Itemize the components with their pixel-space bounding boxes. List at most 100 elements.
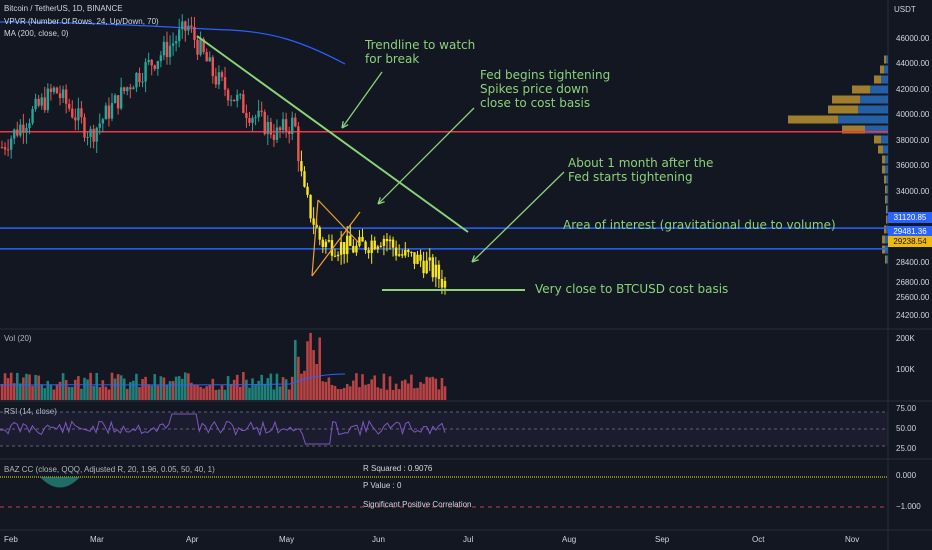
candle-body <box>153 65 156 69</box>
candle-body <box>168 45 172 58</box>
candle-body <box>327 240 331 242</box>
candle-body <box>251 118 254 123</box>
candle-body <box>135 72 138 88</box>
price-tick: 42000.00 <box>896 84 930 94</box>
volume-bar <box>413 388 416 400</box>
candle-body <box>211 57 215 77</box>
candle-body <box>0 147 4 149</box>
volume-bar <box>306 341 309 400</box>
volume-bar <box>129 382 132 400</box>
candle-body <box>184 21 187 31</box>
candle-body <box>174 41 178 44</box>
baz-r-squared: R Squared : 0.9076 <box>363 464 433 473</box>
volume-bar <box>239 386 242 400</box>
candle-body <box>425 260 428 274</box>
volume-bar <box>37 375 40 400</box>
candle-body <box>358 236 361 246</box>
volume-bar <box>281 377 285 400</box>
candle-body <box>126 87 129 92</box>
candle-body <box>71 108 74 118</box>
time-tick: Jun <box>372 535 385 544</box>
candle-body <box>110 103 114 119</box>
volume-bar <box>342 387 346 400</box>
volume-bar <box>248 387 251 400</box>
candle-body <box>242 94 245 113</box>
vpvr-bar-down <box>870 85 888 94</box>
volume-bar <box>58 381 62 400</box>
arrow-trendline-head <box>341 120 349 129</box>
vpvr-bar-down <box>858 105 888 114</box>
volume-tick-200k: 200K <box>896 334 915 343</box>
volume-bar <box>263 384 267 400</box>
candle-body <box>83 117 86 138</box>
rsi-tick-25: 25.00 <box>896 444 917 453</box>
volume-bar <box>361 374 364 400</box>
volume-bar <box>394 383 398 400</box>
candle-body <box>315 224 318 228</box>
volume-bar <box>184 372 187 400</box>
candle-body <box>196 39 199 55</box>
vpvr-bar-up <box>842 125 865 134</box>
volume-bar <box>15 372 19 400</box>
volume-bar <box>89 372 92 400</box>
volume-bar <box>235 374 239 400</box>
volume-bar <box>352 380 355 400</box>
volume-bar <box>101 380 105 400</box>
price-tick: 36000.00 <box>896 161 930 171</box>
volume-bar <box>397 389 401 400</box>
candle-body <box>352 245 355 253</box>
candle-body <box>278 127 282 130</box>
candle-body <box>107 105 111 119</box>
vpvr-bar-up <box>874 135 881 144</box>
price-tag: 29481.36 <box>888 226 932 237</box>
time-tick: Apr <box>186 535 199 544</box>
volume-bar <box>168 381 172 400</box>
candle-body <box>303 171 306 187</box>
volume-bar <box>348 386 352 400</box>
candle-body <box>178 29 181 42</box>
candle-body <box>413 252 416 264</box>
vpvr-bar-down <box>886 55 888 64</box>
volume-bar <box>208 385 212 400</box>
volume-bar <box>214 389 218 400</box>
volume-bar <box>315 364 318 400</box>
candle-body <box>281 119 285 130</box>
candle-body <box>28 123 31 128</box>
candle-body <box>150 59 153 66</box>
candle-body <box>370 240 373 253</box>
volume-bar <box>419 382 422 400</box>
vpvr-bar-up <box>788 115 838 124</box>
candle-body <box>361 236 364 242</box>
candle-body <box>31 109 34 124</box>
candle-body <box>318 227 321 240</box>
vpvr-bar-up <box>874 75 881 84</box>
candle-body <box>428 257 431 261</box>
candle-body <box>401 254 404 256</box>
volume-bar <box>376 387 380 400</box>
volume-bar <box>284 379 288 400</box>
candle-body <box>89 128 92 138</box>
baz-tick-neg1: −1.000 <box>896 502 921 511</box>
volume-bar <box>162 377 166 400</box>
volume-bar <box>303 370 306 400</box>
candle-body <box>312 218 315 225</box>
volume-bar <box>336 388 340 400</box>
volume-bar <box>64 379 68 400</box>
rsi-tick-50: 50.00 <box>896 424 917 433</box>
candle-body <box>187 25 190 31</box>
candle-body <box>407 249 410 252</box>
candle-body <box>422 260 425 274</box>
candle-body <box>190 25 193 28</box>
candle-body <box>248 118 251 123</box>
volume-bar <box>382 373 386 400</box>
volume-bar <box>6 378 10 400</box>
candle-body <box>92 128 95 142</box>
candle-body <box>324 241 328 248</box>
volume-bar <box>355 373 358 400</box>
volume-bar <box>367 383 370 400</box>
baz-conclusion: Significant Positive Correlation <box>363 500 472 509</box>
volume-bar <box>70 386 74 400</box>
rsi-tick-75: 75.00 <box>896 404 917 413</box>
volume-bar <box>275 373 279 400</box>
